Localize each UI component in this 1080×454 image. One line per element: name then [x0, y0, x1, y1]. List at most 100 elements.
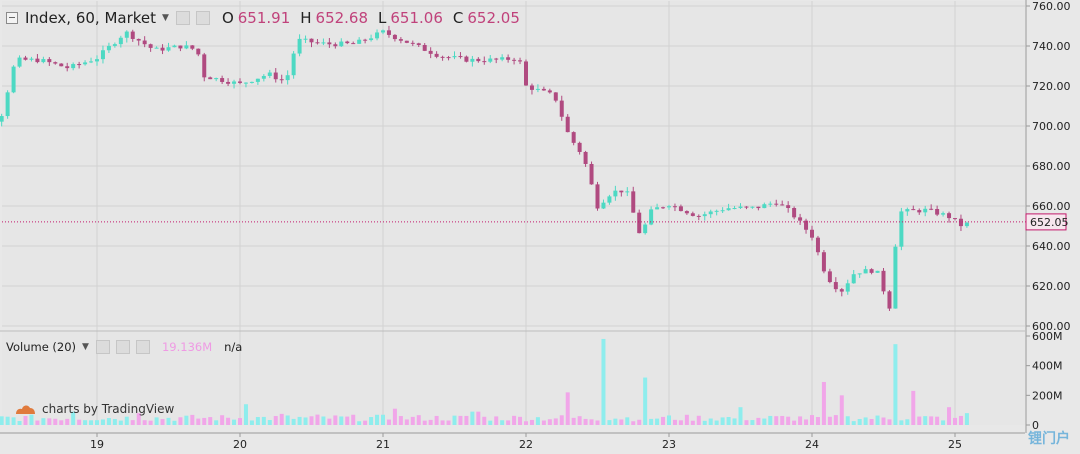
- candle-body: [190, 45, 195, 49]
- candle-body: [422, 44, 427, 51]
- volume-settings-icon[interactable]: [95, 340, 110, 354]
- volume-bar: [184, 415, 189, 425]
- x-tick-label: 19: [90, 438, 104, 451]
- candle-body: [625, 191, 630, 193]
- candle-body: [130, 31, 135, 39]
- y-tick-label: 760.00: [1032, 0, 1071, 13]
- candle-body: [458, 56, 463, 58]
- chevron-down-icon[interactable]: ▼: [82, 342, 89, 352]
- candle-body: [375, 32, 380, 39]
- volume-pane: [2, 331, 1025, 425]
- volume-bar: [333, 415, 338, 425]
- volume-bar: [279, 413, 284, 425]
- volume-bar: [947, 407, 952, 425]
- volume-bar: [589, 419, 594, 425]
- volume-bar: [935, 416, 940, 425]
- candle-body: [136, 38, 141, 41]
- settings-icon[interactable]: [175, 11, 190, 25]
- volume-bars: [0, 338, 969, 425]
- candle-body: [780, 204, 785, 206]
- volume-hide-icon[interactable]: [115, 340, 130, 354]
- hide-icon[interactable]: [195, 11, 210, 25]
- symbol-label[interactable]: Index, 60, Market: [25, 9, 157, 27]
- volume-bar: [273, 416, 278, 425]
- volume-bar: [35, 420, 40, 425]
- y-axis-labels: 760.00 740.00 720.00 700.00 680.00 660.00 640.…: [1026, 0, 1071, 333]
- candle-body: [214, 78, 219, 80]
- candle-body: [833, 282, 838, 290]
- volume-bar: [672, 419, 677, 425]
- x-tick-label: 22: [519, 438, 533, 451]
- candle-body: [470, 58, 475, 62]
- volume-bar: [506, 420, 511, 425]
- candle-body: [619, 190, 624, 193]
- candle-body: [255, 78, 260, 82]
- volume-bar: [71, 411, 76, 425]
- tradingview-brand[interactable]: charts by TradingView: [14, 402, 174, 416]
- candle-body: [17, 57, 22, 67]
- volume-bar: [345, 416, 350, 425]
- volume-bar: [929, 416, 934, 425]
- candle-body: [851, 274, 856, 284]
- close-label: C: [452, 9, 464, 27]
- y-tick-label: 600.00: [1032, 320, 1071, 333]
- candle-body: [672, 206, 677, 208]
- volume-bar: [577, 416, 582, 425]
- candle-body: [893, 246, 898, 309]
- candle-body: [577, 142, 582, 152]
- low-value: 651.06: [390, 9, 443, 27]
- volume-indicator-label[interactable]: Volume (20): [6, 340, 77, 354]
- volume-bar: [661, 416, 666, 425]
- volume-bar: [720, 417, 725, 425]
- candle-body: [958, 218, 963, 227]
- volume-bar: [339, 416, 344, 425]
- volume-bar: [458, 415, 463, 425]
- volume-axis-labels: 600M 400M 200M 0: [1026, 330, 1063, 432]
- volume-bar: [124, 416, 129, 425]
- volume-bar: [607, 420, 612, 425]
- volume-bar: [77, 419, 82, 425]
- candle-body: [863, 269, 868, 274]
- candle-body: [446, 57, 451, 59]
- volume-bar: [482, 416, 487, 425]
- candle-body: [238, 81, 242, 83]
- candle-body: [696, 215, 701, 217]
- volume-bar: [112, 419, 117, 425]
- volume-bar: [798, 416, 803, 425]
- candle-body: [416, 43, 421, 45]
- candle-body: [684, 211, 689, 214]
- volume-bar: [655, 418, 660, 425]
- candle-body: [71, 64, 76, 69]
- volume-bar: [142, 420, 147, 425]
- candle-body: [756, 206, 761, 209]
- candle-body: [786, 205, 791, 209]
- candle-body: [792, 208, 797, 218]
- chevron-down-icon[interactable]: ▼: [162, 13, 169, 23]
- candle-body: [148, 44, 153, 48]
- candle-body: [929, 208, 934, 210]
- candle-body: [535, 88, 540, 90]
- volume-bar: [29, 414, 34, 425]
- candle-body: [494, 58, 499, 60]
- volume-bar: [83, 420, 88, 425]
- volume-bar: [625, 417, 630, 425]
- volume-bar: [404, 419, 409, 425]
- collapse-toggle[interactable]: [6, 12, 18, 24]
- volume-remove-icon[interactable]: [135, 340, 150, 354]
- volume-bar: [917, 416, 922, 425]
- candle-body: [160, 47, 165, 51]
- volume-bar: [649, 418, 654, 425]
- volume-bar: [744, 420, 749, 425]
- volume-bar: [869, 419, 874, 425]
- volume-bar: [678, 420, 683, 425]
- volume-bar: [106, 418, 111, 425]
- volume-bar: [893, 344, 898, 425]
- x-tick-label: 20: [233, 438, 247, 451]
- candle-body: [65, 66, 70, 69]
- candle-body: [464, 56, 469, 62]
- candle-body: [964, 222, 969, 227]
- candle-body: [506, 57, 511, 60]
- volume-bar: [863, 417, 868, 425]
